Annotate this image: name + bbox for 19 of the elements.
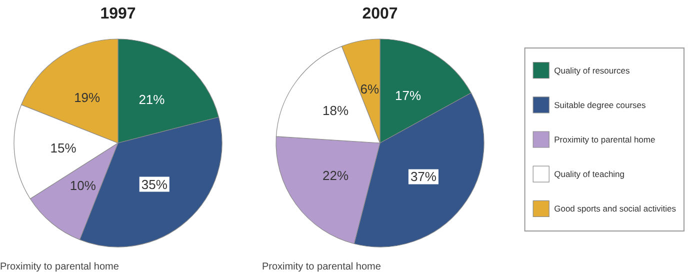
data-label: 18%: [322, 103, 349, 118]
data-label: 37%: [410, 169, 437, 184]
data-label: 10%: [70, 178, 96, 193]
data-label: 21%: [138, 92, 166, 108]
data-label: 22%: [322, 168, 349, 183]
slice-label: 1997: [100, 6, 136, 22]
legend-label: Quality of resources: [554, 65, 630, 76]
text: Proximity to parental home: [262, 262, 382, 272]
text: Proximity to parental home: [0, 262, 120, 272]
legend-label: Suitable degree courses: [554, 100, 646, 110]
legend-label: Quality of teaching: [554, 169, 625, 180]
data-label: 19%: [74, 90, 101, 106]
slice-label: 2007: [362, 6, 398, 22]
data-label: 35%: [141, 176, 168, 192]
data-label: 17%: [394, 88, 422, 104]
data-label: 6%: [360, 81, 380, 96]
data-label: 15%: [50, 140, 77, 156]
legend-label: Good sports and social activities: [554, 204, 676, 214]
legend-label: Proximity to parental home: [554, 134, 656, 144]
